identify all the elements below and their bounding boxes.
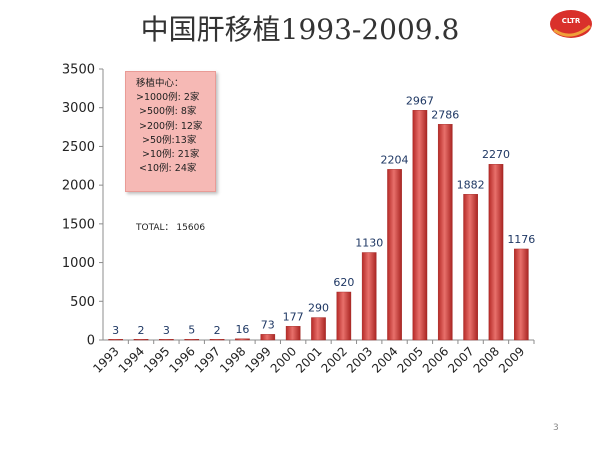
data-label: 2270 <box>482 148 510 161</box>
x-tick-label: 2007 <box>445 344 476 375</box>
x-tick-label: 2004 <box>369 344 400 375</box>
x-tick-label: 2002 <box>318 344 349 375</box>
x-tick-label: 2009 <box>496 344 527 375</box>
data-label: 177 <box>283 310 304 323</box>
info-box-line: >50例:13家 <box>142 134 197 146</box>
x-tick-label: 1997 <box>192 344 223 375</box>
bar <box>260 334 276 341</box>
bar <box>159 339 174 341</box>
total-count: TOTAL： 15606 <box>136 223 206 233</box>
bar <box>336 291 352 341</box>
data-label: 2 <box>138 324 145 337</box>
data-label: 1176 <box>507 233 535 246</box>
bar <box>488 164 504 341</box>
logo-text: CLTR <box>561 17 581 25</box>
bar <box>133 339 149 341</box>
x-tick-label: 2008 <box>471 344 502 375</box>
data-label: 620 <box>333 276 354 289</box>
bar <box>463 194 478 341</box>
y-tick-label: 500 <box>70 295 95 310</box>
data-label: 2 <box>214 324 221 337</box>
bar <box>235 338 250 341</box>
data-label: 1130 <box>355 237 383 250</box>
bar <box>108 339 123 341</box>
x-tick-label: 2006 <box>420 344 451 375</box>
data-label: 16 <box>235 323 249 336</box>
bar <box>311 317 326 341</box>
data-label: 3 <box>163 324 170 337</box>
bar <box>412 110 428 341</box>
bar <box>387 169 402 341</box>
data-label: 2967 <box>406 94 434 107</box>
x-tick-label: 2000 <box>268 344 299 375</box>
info-box-line: >10例: 21家 <box>142 149 200 161</box>
y-tick-label: 2500 <box>62 140 95 155</box>
y-tick-label: 2000 <box>62 179 95 194</box>
x-tick-label: 1993 <box>90 344 121 375</box>
bar <box>361 252 377 341</box>
data-label: 5 <box>188 324 195 337</box>
x-tick-label: 1995 <box>141 344 172 375</box>
page-number: 3 <box>553 423 559 433</box>
data-label: 3 <box>112 324 119 337</box>
bar <box>437 124 453 341</box>
y-tick-label: 1000 <box>62 256 95 271</box>
x-tick-label: 1996 <box>166 344 197 375</box>
info-box-line: >200例: 12家 <box>139 120 203 132</box>
x-tick-label: 2001 <box>293 344 324 375</box>
bar <box>184 339 200 341</box>
info-box-line: >1000例: 2家 <box>136 92 200 104</box>
x-tick-label: 1994 <box>116 344 147 375</box>
x-tick-label: 2003 <box>344 344 375 375</box>
y-tick-label: 1500 <box>62 217 95 232</box>
transplant-center-info-box: 移植中心： >1000例: 2家 >500例: 8家 >200例: 12家 >5… <box>125 71 216 192</box>
y-tick-label: 0 <box>87 334 95 349</box>
data-label: 2204 <box>381 153 409 166</box>
bar <box>209 339 225 341</box>
x-tick-label: 1999 <box>242 344 273 375</box>
x-tick-label: 1998 <box>217 344 248 375</box>
y-tick-label: 3500 <box>62 63 95 78</box>
slide-title: 中国肝移植1993-2009.8 <box>140 13 460 46</box>
x-tick-label: 2005 <box>395 344 426 375</box>
data-label: 290 <box>308 302 329 315</box>
cltr-logo: CLTR <box>548 6 594 42</box>
info-box-heading: 移植中心： <box>136 78 184 89</box>
data-label: 73 <box>261 318 275 331</box>
data-label: 1882 <box>457 178 485 191</box>
y-tick-label: 3000 <box>62 101 95 116</box>
bar <box>285 326 301 341</box>
logo-mark-icon <box>550 10 592 38</box>
bar <box>514 248 529 341</box>
data-label: 2786 <box>431 108 459 121</box>
info-box-line: >500例: 8家 <box>139 106 197 118</box>
info-box-line: <10例: 24家 <box>139 163 197 175</box>
